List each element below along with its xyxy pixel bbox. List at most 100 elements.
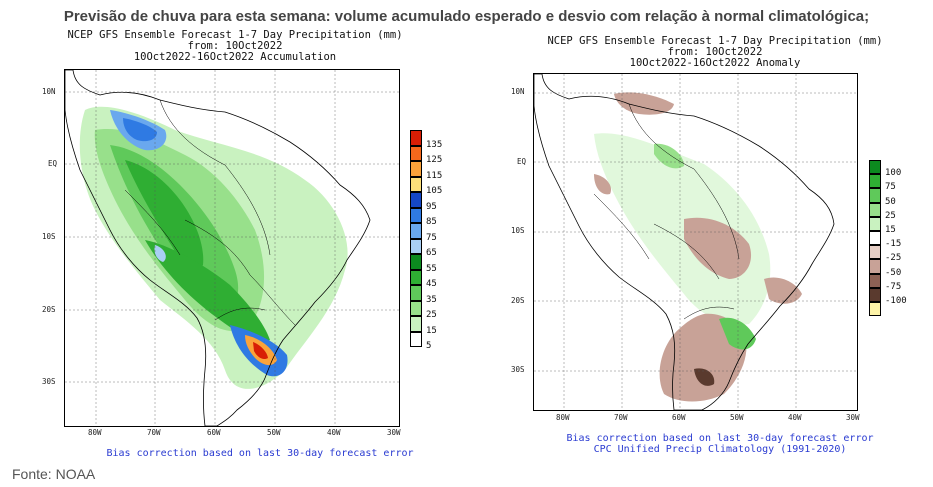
country-borders [124, 99, 296, 326]
left-bias-note: Bias correction based on last 30-day for… [60, 448, 460, 459]
left-lat-10s: 10S [42, 232, 56, 241]
right-legend-swatch [869, 160, 881, 175]
right-legend-swatch [869, 174, 881, 189]
right-legend-swatch [869, 245, 881, 260]
right-lon-70w: 70W [614, 413, 628, 422]
left-legend-swatch [410, 130, 422, 146]
right-legend-label: 75 [885, 182, 896, 193]
left-legend-label: 65 [426, 248, 437, 258]
right-legend-swatch [869, 231, 881, 246]
right-lat-30s: 30S [511, 365, 525, 374]
left-legend-swatch [410, 269, 422, 285]
right-legend-swatch [869, 287, 881, 302]
left-map-canvas [65, 70, 399, 426]
right-legend-swatch [869, 216, 881, 231]
right-lat-10s: 10S [511, 226, 525, 235]
anomaly-dry-center [684, 217, 752, 279]
left-map [64, 69, 400, 427]
rain-spot-65 [154, 245, 166, 262]
source-credit: Fonte: NOAA [12, 466, 96, 482]
right-lon-60w: 60W [672, 413, 686, 422]
left-legend-swatch [410, 285, 422, 301]
left-legend-swatch [410, 331, 422, 347]
rain-band-center [145, 240, 270, 342]
rain-field-45 [125, 160, 204, 269]
right-legend-swatch [869, 202, 881, 217]
left-lat-30s: 30S [42, 377, 56, 386]
left-legend-swatch [410, 207, 422, 223]
right-legend-swatch [869, 302, 881, 317]
right-legend-label: -15 [885, 239, 902, 250]
anomaly-dry-core [694, 368, 715, 386]
right-bias-line-2: CPC Unified Precip Climatology (1991-202… [593, 444, 847, 455]
anomaly-wet-north [654, 143, 684, 169]
right-legend-swatch [869, 188, 881, 203]
left-legend-swatch [410, 238, 422, 254]
right-legend-swatch [869, 273, 881, 288]
rain-field-85 [123, 118, 157, 142]
right-lon-80w: 80W [556, 413, 570, 422]
right-map-canvas [534, 74, 857, 410]
left-legend-label: 5 [426, 341, 432, 351]
right-lat-20s: 20S [511, 296, 525, 305]
rain-core-135 [253, 342, 268, 360]
headline: Previsão de chuva para esta semana: volu… [63, 8, 870, 25]
right-legend-label: 15 [885, 225, 896, 235]
right-legend-label: 50 [885, 196, 896, 207]
left-legend-swatch [410, 254, 422, 270]
left-legend-swatch [410, 223, 422, 239]
anomaly-dry-southeast [764, 277, 802, 304]
anomaly-dry-north [614, 92, 674, 115]
left-legend-swatch [410, 192, 422, 208]
left-legend-label: 85 [426, 217, 437, 227]
left-legend-swatch [410, 176, 422, 192]
left-legend-swatch [410, 161, 422, 177]
left-legend-label: 135 [426, 139, 443, 150]
right-legend-label: -50 [885, 267, 902, 278]
right-map-title: NCEP GFS Ensemble Forecast 1-7 Day Preci… [520, 36, 910, 69]
right-legend-swatch [869, 259, 881, 274]
left-map-title: NCEP GFS Ensemble Forecast 1-7 Day Preci… [40, 30, 430, 63]
left-lon-40w: 40W [327, 428, 341, 437]
right-legend-label: 25 [885, 210, 896, 221]
left-lat-10n: 10N [42, 87, 56, 96]
left-legend-swatch [410, 300, 422, 316]
right-lat-10n: 10N [511, 87, 525, 96]
left-bias-line: Bias correction based on last 30-day for… [106, 448, 414, 459]
right-lat-eq: EQ [517, 157, 527, 166]
left-legend-label: 75 [426, 232, 437, 243]
left-title-line-2: from: 10Oct2022 [187, 40, 283, 52]
left-title-line-1: NCEP GFS Ensemble Forecast 1-7 Day Preci… [67, 29, 403, 41]
left-lon-70w: 70W [147, 428, 161, 437]
right-legend-label: -75 [885, 281, 902, 292]
right-bias-line-1: Bias correction based on last 30-day for… [566, 433, 874, 444]
left-legend-label: 45 [426, 279, 437, 289]
right-title-line-2: from: 10Oct2022 [667, 46, 763, 58]
left-title-line-3: 10Oct2022-16Oct2022 Accumulation [133, 51, 337, 63]
left-lat-eq: EQ [48, 159, 58, 168]
right-legend-label: 100 [885, 168, 902, 179]
left-legend-label: 115 [426, 170, 443, 181]
left-lon-50w: 50W [267, 428, 281, 437]
left-map-grid [65, 70, 399, 426]
left-legend-swatch [410, 145, 422, 161]
left-legend-label: 35 [426, 294, 437, 305]
anomaly-dry-west [594, 174, 612, 195]
anomaly-wet-south [719, 317, 756, 350]
right-lon-50w: 50W [730, 413, 744, 422]
left-legend-swatch [410, 316, 422, 332]
left-legend-label: 55 [426, 263, 437, 274]
right-title-line-3: 10Oct2022-16Oct2022 Anomaly [629, 57, 801, 69]
right-lon-30w: 30W [846, 413, 860, 422]
left-legend-label: 95 [426, 201, 437, 212]
left-lon-80w: 80W [88, 428, 102, 437]
south-america-outline [65, 70, 371, 426]
right-map [533, 73, 858, 411]
left-lon-30w: 30W [387, 428, 401, 437]
right-lon-40w: 40W [788, 413, 802, 422]
left-legend-label: 15 [426, 325, 437, 336]
right-legend-label: -25 [885, 253, 902, 264]
left-lon-60w: 60W [207, 428, 221, 437]
right-title-line-1: NCEP GFS Ensemble Forecast 1-7 Day Preci… [547, 35, 883, 47]
left-legend-label: 125 [426, 155, 443, 165]
